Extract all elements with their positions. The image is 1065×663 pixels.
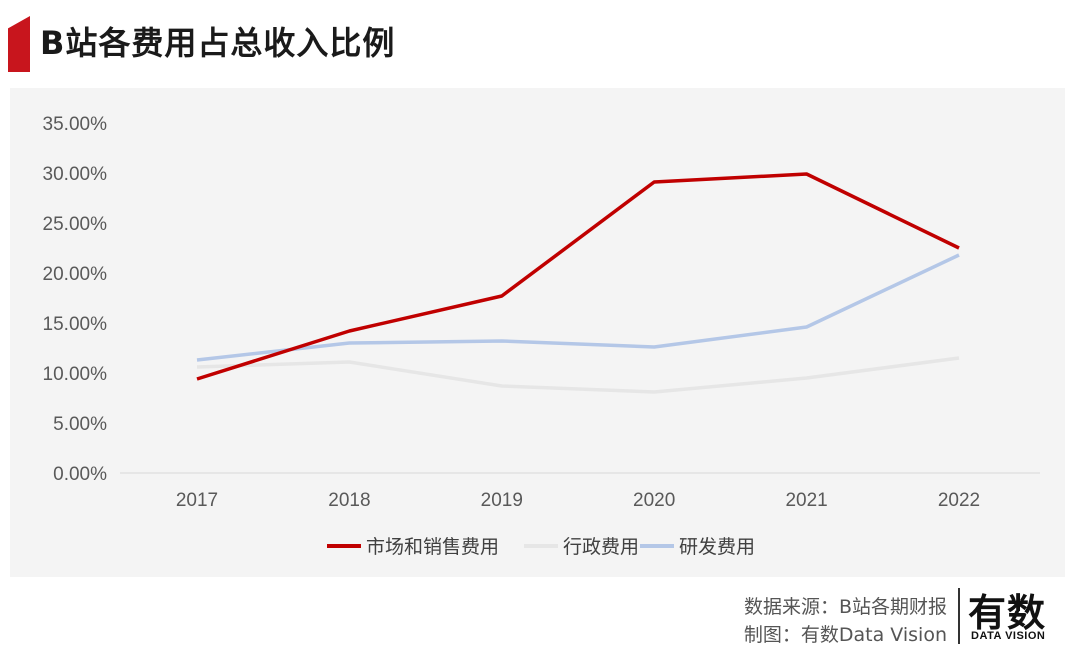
brand-logo-text: 有数 — [968, 591, 1047, 635]
y-tick-label: 5.00% — [53, 414, 107, 435]
title-bar: B站各费用占总收入比例 — [0, 0, 1065, 85]
footer: 数据来源：B站各期财报 制图：有数Data Vision 有数 DATA VIS… — [0, 580, 1065, 663]
x-tick-label: 2017 — [176, 490, 218, 511]
y-tick-label: 10.00% — [43, 364, 108, 385]
x-tick-label: 2021 — [785, 490, 827, 511]
series-line-2 — [196, 253, 960, 362]
x-tick-label: 2020 — [633, 490, 675, 511]
x-tick-label: 2022 — [938, 490, 980, 511]
y-axis-ticks: 0.00% 5.00% 10.00% 15.00% 20.00% 25.00% 30.00%… — [43, 114, 108, 485]
chart-title: B站各费用占总收入比例 — [40, 24, 396, 62]
chart-panel: 0.00% 5.00% 10.00% 15.00% 20.00% 25.00% 30.00%… — [10, 88, 1065, 577]
legend-label-2: 研发费用 — [679, 536, 755, 558]
data-source-text: 数据来源：B站各期财报 — [743, 596, 947, 618]
logo-divider — [958, 588, 960, 644]
x-axis-ticks: 2017 2018 2019 2020 2021 2022 — [176, 490, 980, 511]
legend-label-0: 市场和销售费用 — [366, 536, 499, 558]
x-tick-label: 2019 — [481, 490, 523, 511]
series-line-0 — [196, 172, 960, 381]
x-tick-label: 2018 — [328, 490, 370, 511]
y-tick-label: 25.00% — [43, 214, 108, 235]
series-line-1 — [196, 356, 960, 394]
y-tick-label: 30.00% — [43, 164, 108, 185]
series-lines — [196, 172, 960, 394]
brand-logo-subtext: DATA VISION — [971, 630, 1046, 642]
line-chart: 0.00% 5.00% 10.00% 15.00% 20.00% 25.00% 30.00%… — [43, 114, 1040, 558]
legend-label-1: 行政费用 — [563, 536, 639, 558]
credit-text: 制图：有数Data Vision — [743, 624, 947, 646]
y-tick-label: 20.00% — [43, 264, 108, 285]
title-accent-bar — [8, 16, 30, 72]
y-tick-label: 15.00% — [43, 314, 108, 335]
y-tick-label: 0.00% — [53, 464, 107, 485]
y-tick-label: 35.00% — [43, 114, 108, 135]
legend: 市场和销售费用 行政费用 研发费用 — [327, 536, 755, 558]
